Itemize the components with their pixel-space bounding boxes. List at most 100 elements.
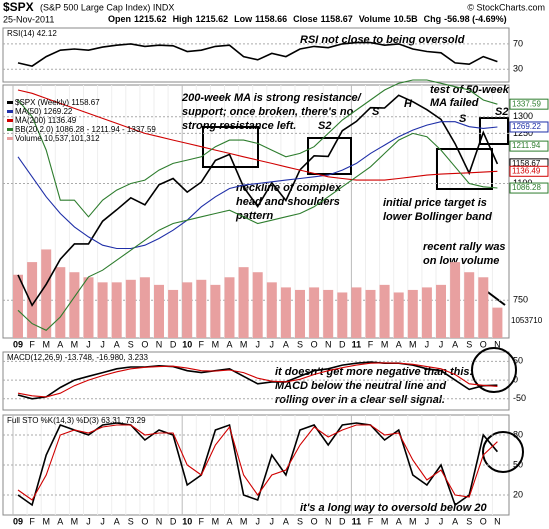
annotation: it's a long way to oversold below 20: [300, 502, 487, 514]
symbol-name: (S&P 500 Large Cap Index) INDX: [40, 2, 174, 12]
x-tick-label: F: [368, 516, 374, 526]
volume-bar: [154, 284, 164, 338]
highlight-circle: [471, 347, 517, 393]
annotation: pattern: [235, 210, 274, 222]
volume-bar: [83, 277, 94, 338]
volume-bar: [295, 289, 305, 338]
annotation: RSI not close to being oversold: [300, 34, 465, 46]
x-tick-label: F: [199, 339, 205, 349]
pattern-label: S: [459, 113, 467, 125]
x-tick-label: 09: [13, 516, 23, 526]
volume-bar: [55, 267, 66, 338]
x-tick-label: J: [100, 339, 105, 349]
x-tick-label: M: [71, 516, 79, 526]
x-tick-label: M: [42, 516, 50, 526]
x-tick-label: J: [270, 516, 275, 526]
x-tick-label: F: [29, 516, 35, 526]
x-tick-label: D: [339, 339, 346, 349]
x-tick-label: O: [311, 339, 318, 349]
volume-bar: [182, 282, 193, 338]
date: 25-Nov-2011: [3, 14, 54, 24]
panel-label: Full STO %K(14,3) %D(3) 63.31, 73.29: [7, 416, 146, 425]
highlight-box: [436, 148, 493, 190]
volume-bar: [27, 262, 38, 338]
annotation: neckline of complex: [236, 182, 342, 194]
price-tag-label: 1211.94: [512, 141, 541, 150]
y-tick-label: 750: [513, 295, 528, 305]
series-line: [17, 41, 498, 67]
x-tick-label: N: [494, 516, 501, 526]
x-tick-label: S: [128, 516, 134, 526]
panel-label: MACD(12,26,9) -13.748, -16.980, 3.233: [7, 353, 149, 362]
legend-entry: Volume 10,537,101,312: [15, 134, 100, 143]
pattern-label: S2: [318, 120, 331, 132]
quote-value: 1215.62: [196, 14, 229, 24]
symbol: $SPX: [3, 0, 34, 14]
price-tag-label: 1158.67: [512, 159, 541, 168]
legend-swatch: [7, 110, 13, 113]
quote-label: Low: [234, 14, 253, 24]
x-tick-label: A: [226, 516, 232, 526]
series-line: [17, 422, 499, 507]
x-tick-label: J: [270, 339, 275, 349]
volume-bar: [111, 282, 122, 338]
price-tag: [509, 140, 549, 152]
x-tick-label: N: [156, 516, 163, 526]
y-tick-label: 70: [513, 38, 523, 48]
quote-label: Chg: [424, 14, 442, 24]
x-tick-label: M: [212, 516, 220, 526]
quote-label: Volume: [359, 14, 391, 24]
x-tick-label: 10: [182, 516, 192, 526]
volume-bar: [309, 287, 320, 338]
volume-bar: [464, 272, 475, 338]
x-tick-label: O: [480, 516, 487, 526]
price-tag-label: 1086.28: [512, 183, 541, 192]
x-tick-label: O: [141, 516, 148, 526]
volume-bar: [238, 267, 249, 338]
y-tick-label: -50: [513, 393, 526, 403]
legend-entry: MA(200) 1136.49: [15, 116, 77, 125]
x-tick-label: N: [325, 516, 332, 526]
x-tick-label: S: [128, 339, 134, 349]
price-tag-label: 1337.59: [512, 99, 541, 108]
volume-bar: [139, 277, 150, 338]
x-tick-label: A: [226, 339, 232, 349]
x-tick-label: F: [199, 516, 205, 526]
y-tick-label: 80: [513, 429, 523, 439]
x-tick-label: J: [86, 339, 91, 349]
annotation: lower Bollinger band: [383, 211, 492, 223]
x-tick-label: 11: [352, 516, 362, 526]
x-tick-label: O: [141, 339, 148, 349]
x-tick-label: A: [452, 516, 458, 526]
volume-bar: [224, 277, 235, 338]
quote-label: Open: [108, 14, 131, 24]
price-tag-label: 1136.49: [512, 166, 541, 175]
x-tick-label: F: [29, 339, 35, 349]
quote-label: High: [173, 14, 193, 24]
volume-bar: [450, 262, 461, 338]
x-tick-label: J: [100, 516, 105, 526]
volume-bar: [210, 284, 221, 338]
x-tick-label: M: [240, 339, 248, 349]
x-tick-label: N: [156, 339, 163, 349]
legend-swatch: [7, 128, 13, 131]
volume-bar: [436, 284, 446, 338]
highlight-circle: [482, 431, 524, 473]
volume-bar: [196, 279, 207, 338]
y-tick-label: 50: [513, 356, 523, 366]
volume-bar: [168, 289, 179, 338]
x-tick-label: A: [452, 339, 458, 349]
volume-bar: [365, 289, 376, 338]
volume-bar: [379, 284, 390, 338]
volume-bar: [351, 287, 362, 338]
x-tick-label: A: [57, 339, 63, 349]
x-tick-label: A: [114, 339, 120, 349]
x-tick-label: A: [396, 339, 402, 349]
x-tick-label: N: [494, 339, 501, 349]
volume-bar: [478, 277, 489, 338]
series-line: [17, 121, 498, 250]
legend-swatch: [7, 137, 13, 140]
y-tick-label: 20: [513, 489, 523, 499]
series-line: [17, 424, 498, 501]
annotation: support; once broken, there's no: [182, 106, 354, 118]
